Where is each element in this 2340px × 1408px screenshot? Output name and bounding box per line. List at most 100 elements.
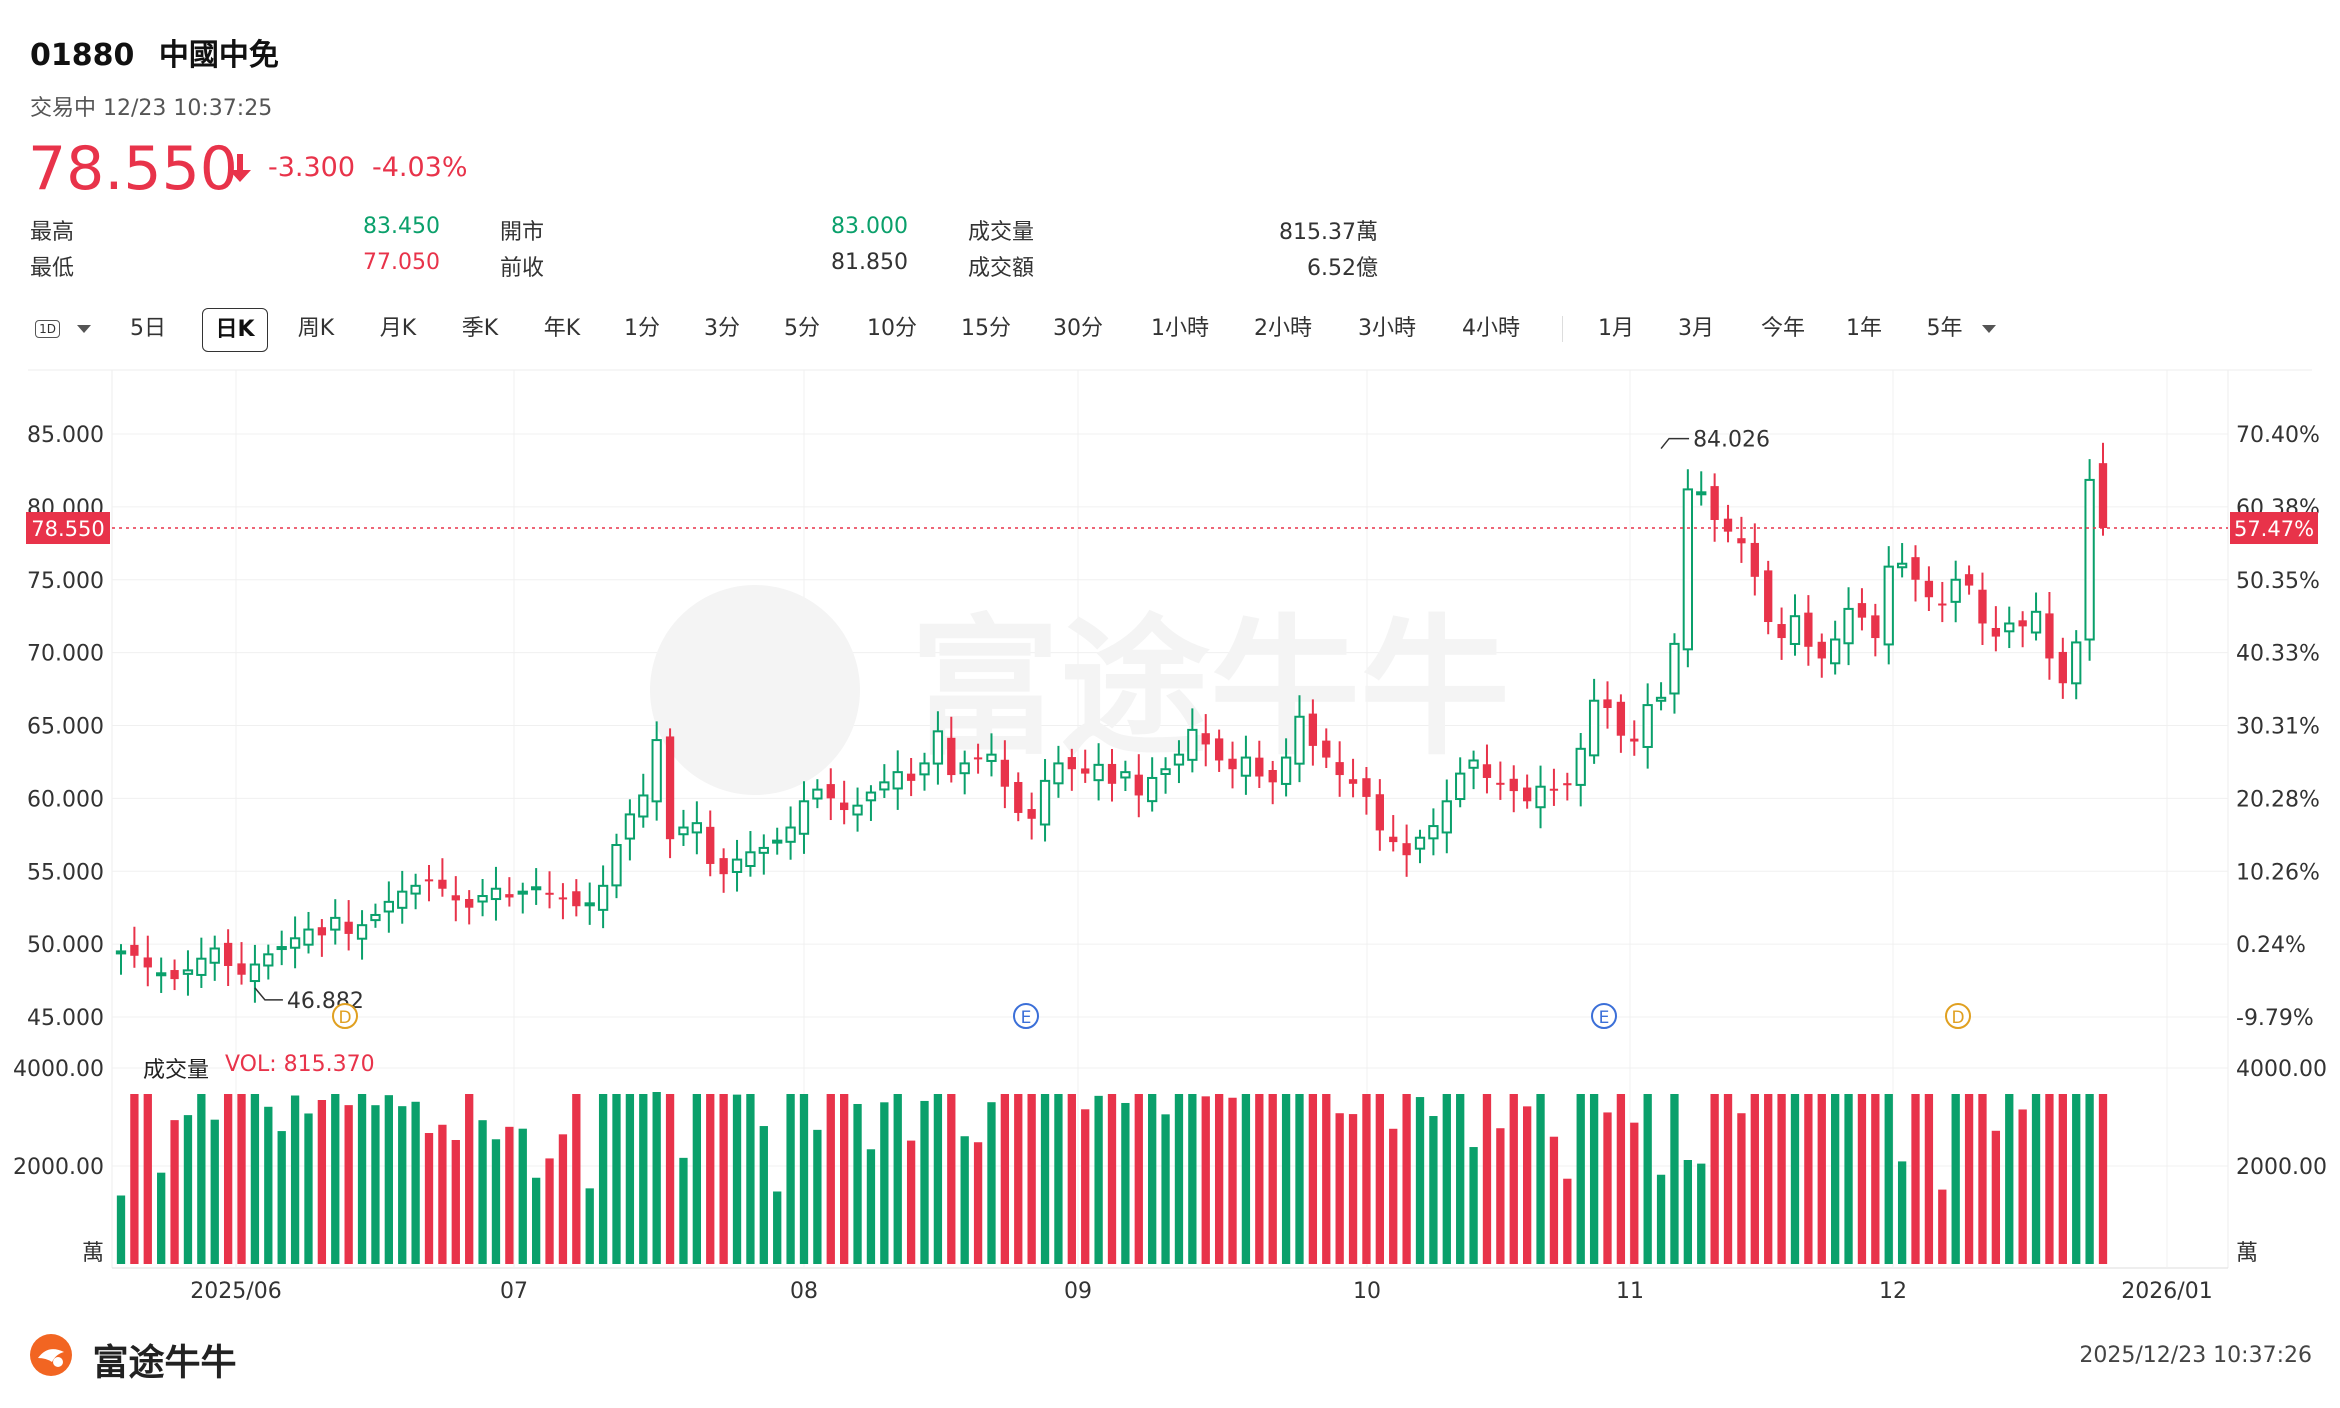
volume-bar [157,1172,166,1264]
tab-15min[interactable]: 15分 [961,316,1011,341]
candle-body-down [344,921,353,934]
volume-bar [612,1094,621,1264]
volume-bar [558,1134,568,1264]
candle-body-down [2098,463,2108,529]
period-selector-dropdown[interactable]: 1D [28,308,98,350]
volume-bar [920,1100,929,1264]
volume-bar [585,1188,594,1264]
stock-code-text: 01880 [30,38,135,73]
x-tick-label: 08 [790,1279,818,1304]
volume-bar [1522,1106,1532,1264]
candle-body-down [1911,557,1920,580]
volume-bar [679,1157,688,1264]
candle-body-down [1348,779,1358,784]
prev-close-label: 前收 [500,256,545,281]
volume-bar [1710,1094,1719,1264]
candle-body-up [1588,699,1600,757]
x-tick-label: 07 [500,1279,528,1304]
candle-body-down [1362,778,1371,797]
candle-body-up [2030,610,2042,634]
candle-body-down [1924,580,1934,598]
candles [115,442,2108,1003]
volume-bar [1442,1094,1451,1264]
tab-5d[interactable]: 5日 [130,316,166,341]
volume-bar [1255,1094,1264,1264]
volume-bar [1241,1094,1251,1264]
candle-body-up [1455,772,1466,801]
candle-body-down [840,802,849,811]
volume-tick-label-right: 2000.00 [2236,1155,2327,1180]
tab-2hour[interactable]: 2小時 [1254,316,1312,341]
candle-body-down [973,757,983,760]
tab-weekly-k[interactable]: 周K [297,316,335,341]
chevron-down-icon [76,325,91,333]
tab-monthly-k[interactable]: 月K [379,316,417,341]
volume-bar [1281,1094,1291,1264]
tab-3hour[interactable]: 3小時 [1358,316,1416,341]
tab-3min[interactable]: 3分 [704,316,740,341]
candle-body-up [490,887,502,901]
volume-bar [947,1094,956,1264]
tab-30min[interactable]: 30分 [1053,316,1103,341]
volume-bar [1630,1122,1639,1264]
range-ytd[interactable]: 今年 [1760,316,1805,341]
tab-1min[interactable]: 1分 [624,316,660,341]
candle-body-up [772,839,783,844]
volume-bar [1456,1094,1465,1264]
volume-bar [1094,1095,1103,1264]
volume-bar [1563,1178,1572,1264]
range-5y-dropdown[interactable]: 5年 [1916,308,2006,350]
volume-bar [1228,1097,1237,1264]
volume-bar [1911,1094,1920,1264]
pct-tick-label: -9.79% [2236,1006,2314,1031]
candle-body-up [1414,836,1426,850]
volume-bar [170,1120,179,1264]
candle-body-up [209,947,220,964]
tab-5min[interactable]: 5分 [784,316,820,341]
volume-bar [1844,1094,1853,1264]
volume-bar [1509,1094,1518,1264]
range-1m[interactable]: 1月 [1598,316,1634,341]
candle-body-up [959,762,970,775]
candle-body-up [597,884,609,911]
candle-body-up [691,822,703,834]
candle-body-up [196,957,207,976]
tab-daily-k[interactable]: 日K [202,308,268,352]
event-marker [1945,1003,1971,1029]
footer-timestamp: 2025/12/23 10:37:26 [2079,1343,2312,1368]
high-marker-line [1660,437,1690,450]
volume-bar [2098,1094,2108,1264]
candle-body-up [1428,825,1439,840]
candle-body-up [1950,578,1961,603]
volume-value: 815.37萬 [1279,220,1378,245]
range-1y[interactable]: 1年 [1846,316,1882,341]
range-3m[interactable]: 3月 [1678,316,1714,341]
brand-logo: 富途牛牛 [28,1332,237,1387]
volume-bar [719,1094,728,1264]
candle-body-down [1067,757,1076,770]
volume-bar [1134,1094,1143,1264]
tab-4hour[interactable]: 4小時 [1462,316,1520,341]
candle-body-up [785,826,796,843]
candle-body-down [1764,570,1773,623]
tab-yearly-k[interactable]: 年K [543,316,581,341]
candle-body-up [410,884,421,895]
volume-bar [1871,1094,1880,1264]
volume-bar [2072,1094,2081,1264]
candle-body-down [1563,783,1572,786]
volume-bar [1067,1094,1076,1264]
volume-bar [1081,1109,1090,1264]
candle-body-down [451,895,460,901]
volume-unit-left: 萬 [82,1241,104,1266]
candle-body-up [1120,771,1131,779]
price-change-pct: -4.03% [372,152,468,183]
low-marker-line [254,987,283,1001]
tab-quarterly-k[interactable]: 季K [461,316,499,341]
volume-bar [746,1094,755,1264]
tab-10min[interactable]: 10分 [867,316,917,341]
down-arrow-icon [226,152,254,188]
candle-body-up [731,858,743,873]
tab-1hour[interactable]: 1小時 [1151,316,1209,341]
candle-body-down [1268,769,1277,783]
